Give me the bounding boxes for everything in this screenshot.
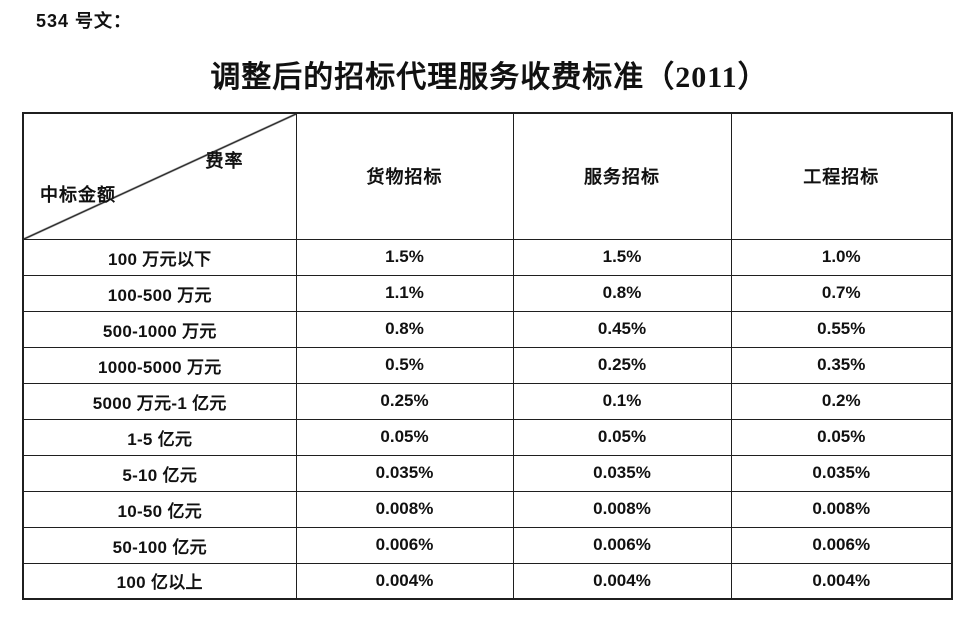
rate-cell: 0.7% (730, 274, 953, 312)
row-label-cell: 100 亿以上 (22, 562, 297, 600)
row-label-cell: 500-1000 万元 (22, 310, 297, 348)
rate-cell: 0.05% (730, 418, 953, 456)
table-row: 10-50 亿元 0.008% 0.008% 0.008% (22, 490, 953, 528)
rate-cell: 0.45% (512, 310, 732, 348)
row-label-cell: 100-500 万元 (22, 274, 297, 312)
diagonal-corner-cell: 费率 中标金额 (22, 112, 297, 240)
rate-cell: 0.035% (295, 454, 514, 492)
rate-cell: 0.035% (730, 454, 953, 492)
row-label-cell: 50-100 亿元 (22, 526, 297, 564)
row-label-cell: 100 万元以下 (22, 238, 297, 276)
row-label-cell: 1-5 亿元 (22, 418, 297, 456)
doc-number-label: 534 号文： (36, 11, 133, 31)
column-header-engineering: 工程招标 (730, 112, 953, 240)
rate-cell: 0.25% (295, 382, 514, 420)
column-header-goods: 货物招标 (295, 112, 514, 240)
rate-cell: 0.8% (295, 310, 514, 348)
rate-cell: 1.1% (295, 274, 514, 312)
rate-cell: 0.05% (512, 418, 732, 456)
rate-cell: 0.5% (295, 346, 514, 384)
table-row: 5-10 亿元 0.035% 0.035% 0.035% (22, 454, 953, 492)
rate-cell: 0.004% (730, 562, 953, 600)
table-row: 5000 万元-1 亿元 0.25% 0.1% 0.2% (22, 382, 953, 420)
rate-cell: 1.5% (512, 238, 732, 276)
corner-label-rate: 费率 (205, 151, 244, 171)
rate-cell: 0.006% (730, 526, 953, 564)
row-label-cell: 5-10 亿元 (22, 454, 297, 492)
rate-cell: 0.008% (295, 490, 514, 528)
fee-rate-table: 费率 中标金额 货物招标 服务招标 工程招标 100 万元以下 1.5% 1.5… (22, 112, 953, 600)
rate-cell: 0.008% (730, 490, 953, 528)
rate-cell: 1.5% (295, 238, 514, 276)
table-row: 100 亿以上 0.004% 0.004% 0.004% (22, 562, 953, 600)
column-header-services: 服务招标 (512, 112, 732, 240)
table-row: 100-500 万元 1.1% 0.8% 0.7% (22, 274, 953, 312)
table-row: 1000-5000 万元 0.5% 0.25% 0.35% (22, 346, 953, 384)
rate-cell: 1.0% (730, 238, 953, 276)
corner-label-amount: 中标金额 (40, 184, 116, 205)
rate-cell: 0.035% (512, 454, 732, 492)
table-row: 100 万元以下 1.5% 1.5% 1.0% (22, 238, 953, 276)
rate-cell: 0.006% (512, 526, 732, 564)
diagonal-divider (24, 114, 296, 239)
rate-cell: 0.1% (512, 382, 732, 420)
rate-cell: 0.35% (730, 346, 953, 384)
rate-cell: 0.004% (512, 562, 732, 600)
row-label-cell: 10-50 亿元 (22, 490, 297, 528)
rate-cell: 0.05% (295, 418, 514, 456)
table-header-row: 费率 中标金额 货物招标 服务招标 工程招标 (22, 112, 953, 240)
rate-cell: 0.004% (295, 562, 514, 600)
table-row: 50-100 亿元 0.006% 0.006% 0.006% (22, 526, 953, 564)
rate-cell: 0.25% (512, 346, 732, 384)
rate-cell: 0.006% (295, 526, 514, 564)
row-label-cell: 1000-5000 万元 (22, 346, 297, 384)
row-label-cell: 5000 万元-1 亿元 (22, 382, 297, 420)
rate-cell: 0.55% (730, 310, 953, 348)
table-row: 500-1000 万元 0.8% 0.45% 0.55% (22, 310, 953, 348)
page-title: 调整后的招标代理服务收费标准（2011） (210, 61, 769, 94)
rate-cell: 0.008% (512, 490, 732, 528)
rate-cell: 0.2% (730, 382, 953, 420)
table-row: 1-5 亿元 0.05% 0.05% 0.05% (22, 418, 953, 456)
rate-cell: 0.8% (512, 274, 732, 312)
